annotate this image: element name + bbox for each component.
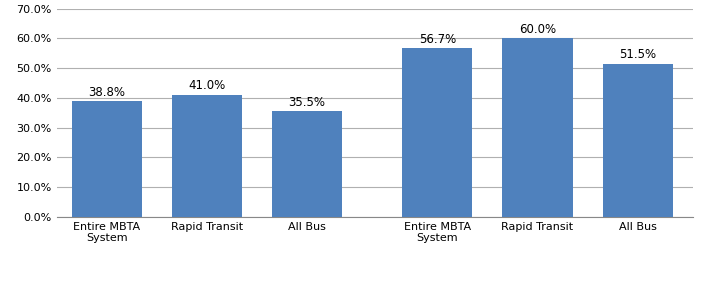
- Text: 41.0%: 41.0%: [188, 79, 226, 92]
- Bar: [272, 111, 342, 217]
- Bar: [602, 64, 673, 217]
- Bar: [402, 48, 472, 217]
- Text: 51.5%: 51.5%: [619, 48, 656, 61]
- Bar: [71, 101, 141, 217]
- Bar: [172, 95, 242, 217]
- Text: 60.0%: 60.0%: [519, 23, 556, 36]
- Text: 35.5%: 35.5%: [288, 96, 325, 109]
- Text: 38.8%: 38.8%: [88, 86, 125, 99]
- Text: 56.7%: 56.7%: [419, 33, 456, 46]
- Bar: [503, 38, 573, 217]
